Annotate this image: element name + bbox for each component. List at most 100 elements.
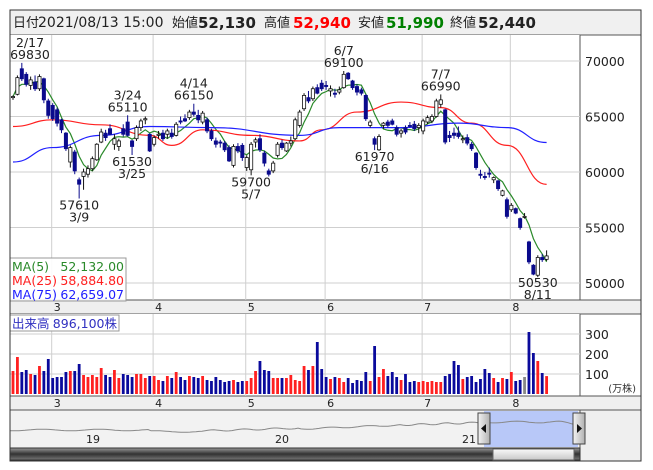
navigator-right-handle[interactable] bbox=[572, 412, 586, 445]
candle-body bbox=[403, 127, 408, 133]
volume-bar bbox=[139, 374, 143, 394]
volume-bar bbox=[46, 359, 50, 394]
candle-body bbox=[293, 119, 298, 140]
candle-body bbox=[209, 130, 214, 140]
volume-bar bbox=[377, 377, 381, 394]
candle bbox=[288, 136, 293, 147]
candle-body bbox=[165, 130, 170, 135]
candle-body bbox=[491, 177, 496, 181]
volume-bar bbox=[452, 361, 456, 394]
candle bbox=[15, 75, 20, 96]
candle bbox=[191, 103, 196, 117]
volume-bar bbox=[24, 370, 28, 394]
candle-body bbox=[509, 204, 514, 211]
ma5-line bbox=[12, 81, 548, 263]
price-tick-label: 70000 bbox=[585, 54, 625, 69]
candle bbox=[37, 74, 42, 91]
candle-body bbox=[103, 132, 108, 138]
ma5-value: 52,132.00 bbox=[60, 259, 124, 274]
candle-body bbox=[381, 122, 386, 126]
candle-body bbox=[205, 119, 210, 132]
navigator-left-handle[interactable] bbox=[477, 412, 491, 445]
candle-body bbox=[213, 140, 218, 145]
volume-bar bbox=[514, 381, 518, 394]
candle-body bbox=[412, 123, 417, 130]
candle-body bbox=[280, 142, 285, 148]
candle-body bbox=[156, 133, 161, 136]
candle bbox=[103, 129, 108, 141]
volume-bar bbox=[121, 374, 125, 394]
candle-body bbox=[271, 162, 276, 172]
annotation-low-date: 6/16 bbox=[361, 161, 389, 176]
volume-bar bbox=[135, 374, 138, 394]
candle-body bbox=[24, 73, 29, 85]
candle-body bbox=[372, 138, 377, 145]
month-tick-label: 7 bbox=[424, 397, 431, 410]
candle bbox=[513, 207, 518, 215]
volume-bar bbox=[285, 378, 288, 394]
candle bbox=[302, 93, 307, 111]
volume-bar bbox=[188, 376, 191, 394]
widget-frame bbox=[9, 9, 642, 462]
volume-bar bbox=[161, 381, 165, 394]
candle bbox=[152, 135, 157, 147]
volume-bar bbox=[487, 373, 491, 394]
volume-bar bbox=[276, 378, 279, 394]
annotation-low-value: 59700 bbox=[231, 174, 271, 189]
candle bbox=[271, 160, 276, 174]
volume-bar bbox=[311, 366, 315, 394]
candle bbox=[359, 87, 364, 96]
candle bbox=[108, 124, 113, 136]
volume-bar bbox=[104, 375, 108, 394]
volume-bar bbox=[399, 380, 403, 394]
chevron-left-icon bbox=[481, 424, 486, 433]
candle bbox=[522, 213, 527, 219]
volume-bar bbox=[355, 380, 359, 394]
annotation-high-value: 69100 bbox=[324, 55, 364, 70]
candle bbox=[341, 70, 346, 89]
volume-bar bbox=[412, 381, 416, 394]
annotation-high-date: 2/17 bbox=[16, 35, 44, 50]
low-value: 51,990 bbox=[386, 14, 444, 32]
month-tick-label: 7 bbox=[424, 301, 431, 314]
scrollbar-thumb[interactable] bbox=[492, 448, 575, 461]
volume-tick-label: 100 bbox=[585, 367, 609, 382]
candle-body bbox=[346, 72, 351, 80]
volume-bar bbox=[426, 382, 429, 394]
volume-bar bbox=[501, 378, 504, 394]
candle bbox=[55, 107, 60, 127]
volume-bar bbox=[465, 377, 469, 394]
price-tick-label: 55000 bbox=[585, 221, 625, 236]
candle bbox=[182, 114, 187, 123]
volume-bar bbox=[457, 365, 460, 394]
volume-bar bbox=[201, 376, 205, 394]
annotation-low-value: 61970 bbox=[355, 149, 395, 164]
volume-bar bbox=[430, 381, 434, 394]
candle bbox=[227, 145, 232, 163]
volume-bar bbox=[254, 371, 257, 394]
month-tick-label: 5 bbox=[248, 301, 255, 314]
moving-averages bbox=[12, 81, 548, 263]
volume-bar bbox=[390, 372, 394, 394]
candle-body bbox=[143, 118, 148, 121]
candle-body bbox=[130, 140, 135, 147]
volume-bar bbox=[86, 377, 90, 394]
candle-body bbox=[121, 128, 126, 135]
candle-body bbox=[63, 132, 68, 150]
price-panel[interactable] bbox=[10, 35, 580, 300]
candle bbox=[174, 122, 179, 137]
candle-body bbox=[99, 131, 104, 143]
candle-body bbox=[513, 208, 518, 214]
volume-bar bbox=[236, 382, 240, 394]
candle-body bbox=[531, 264, 536, 275]
candle bbox=[63, 132, 68, 151]
volume-bar bbox=[421, 381, 425, 394]
navigator-selection[interactable] bbox=[484, 411, 578, 447]
candle bbox=[504, 197, 509, 219]
candle bbox=[412, 120, 417, 131]
candle bbox=[222, 140, 227, 153]
candle bbox=[540, 254, 545, 262]
candle-body bbox=[306, 97, 311, 102]
candle-body bbox=[354, 86, 359, 93]
